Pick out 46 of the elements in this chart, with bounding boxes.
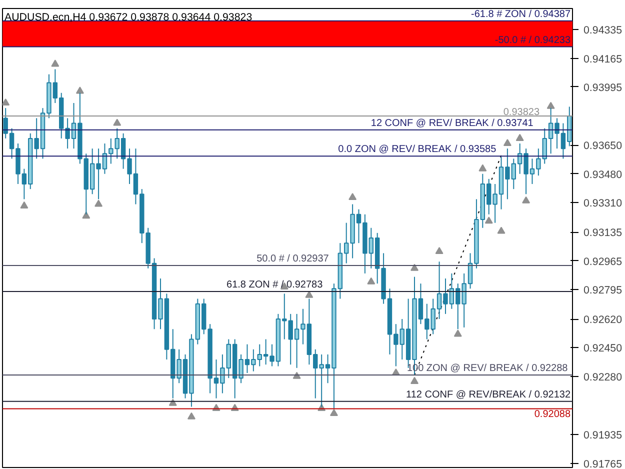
ref-line-label: -61.8 # ZON / 0.94387 xyxy=(471,8,571,20)
point xyxy=(187,412,196,420)
point xyxy=(478,164,487,172)
point xyxy=(82,212,90,219)
point xyxy=(497,226,506,234)
y-tick-label: 0.93135 xyxy=(584,227,622,240)
ref-line-label: -50.0 # / 0.94233 xyxy=(494,34,571,46)
y-tick-label: 0.93310 xyxy=(584,198,622,210)
y-tick-label: 0.93650 xyxy=(584,140,622,152)
point xyxy=(484,216,493,224)
y-tick-label: 0.92620 xyxy=(584,314,622,326)
point xyxy=(503,138,512,146)
point xyxy=(348,192,357,200)
point xyxy=(516,134,524,141)
y-tick-label: 0.91935 xyxy=(584,430,622,442)
chart-title: AUDUSD.ecn,H4 0.93672 0.93878 0.93644 0.93823 xyxy=(4,12,252,24)
ref-line-label: 12 CONF @ REV/ BREAK / 0.93741 xyxy=(370,118,534,129)
y-tick-label: 0.93995 xyxy=(584,82,622,94)
point xyxy=(410,376,419,384)
y-tick-label: 0.92280 xyxy=(584,371,622,384)
point xyxy=(435,246,444,254)
y-tick-label: 0.93480 xyxy=(584,168,622,181)
point xyxy=(367,277,376,284)
point xyxy=(20,201,28,208)
y-tick-label: 0.92965 xyxy=(584,256,622,268)
y-tick-label: 0.94165 xyxy=(584,53,622,66)
ref-line-label: 0.0 ZON @ REV/ BREAK / 0.93585 xyxy=(338,144,497,156)
point xyxy=(454,330,462,337)
point xyxy=(2,98,10,106)
point xyxy=(330,408,338,416)
point xyxy=(546,102,555,109)
ref-line-label: 61.8 ZON # / 0.92783 xyxy=(226,279,324,290)
point xyxy=(522,196,530,204)
ref-line-label: 0.93823 xyxy=(503,106,540,118)
point xyxy=(113,118,122,126)
y-tick-label: 0.94335 xyxy=(584,24,622,37)
ref-line-label: 50.0 # / 0.92937 xyxy=(256,254,330,265)
y-tick-label: 0.92450 xyxy=(584,342,622,355)
y-tick-label: 0.92795 xyxy=(584,284,622,296)
point xyxy=(51,60,60,67)
y-tick-label: 0.91765 xyxy=(584,458,622,469)
point xyxy=(76,86,84,94)
point xyxy=(94,200,103,207)
point xyxy=(410,264,419,271)
ref-line-label: 112 CONF @ REV/BREAK / 0.92132 xyxy=(406,389,571,400)
ref-line-label: 0.92088 xyxy=(534,408,571,420)
